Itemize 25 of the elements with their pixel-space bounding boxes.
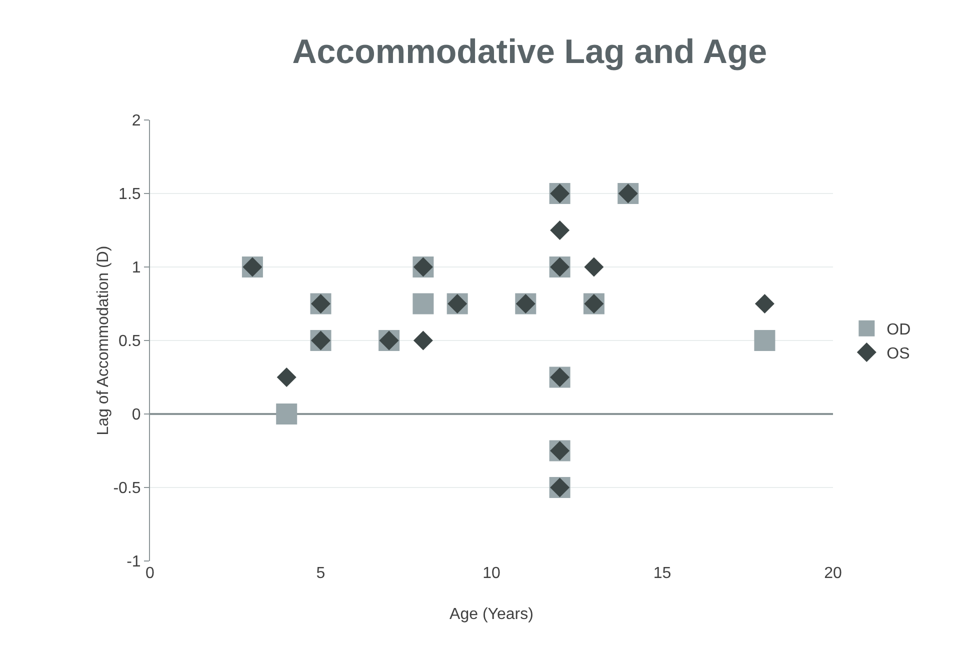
- y-tick-label: 0.5: [118, 333, 141, 350]
- y-tick-label: 2: [132, 112, 141, 130]
- x-tick-label: 0: [146, 565, 155, 582]
- x-tick-label: 10: [482, 565, 500, 582]
- y-tick-label: 1: [132, 260, 141, 277]
- x-tick-label: 5: [316, 565, 326, 582]
- x-tick-label: 15: [653, 565, 672, 582]
- point: [754, 330, 776, 351]
- point: [584, 257, 604, 277]
- y-tick-label: 1.5: [118, 186, 141, 204]
- y-axis-title: Lag of Accommodation (D): [95, 246, 112, 436]
- x-axis-title: Age (Years): [450, 606, 534, 623]
- chart-title: Accommodative Lag and Age: [292, 32, 768, 71]
- x-tick-label: 20: [824, 565, 842, 582]
- point: [754, 294, 774, 314]
- point: [550, 220, 570, 240]
- y-tick-label: -0.5: [113, 480, 141, 498]
- legend-label: OD: [886, 322, 911, 339]
- point: [412, 293, 434, 314]
- point: [276, 368, 296, 387]
- point: [276, 404, 298, 424]
- legend-label: OS: [886, 345, 910, 362]
- point: [413, 330, 433, 350]
- y-tick-label: -1: [126, 554, 141, 571]
- y-tick-label: 0: [132, 406, 141, 424]
